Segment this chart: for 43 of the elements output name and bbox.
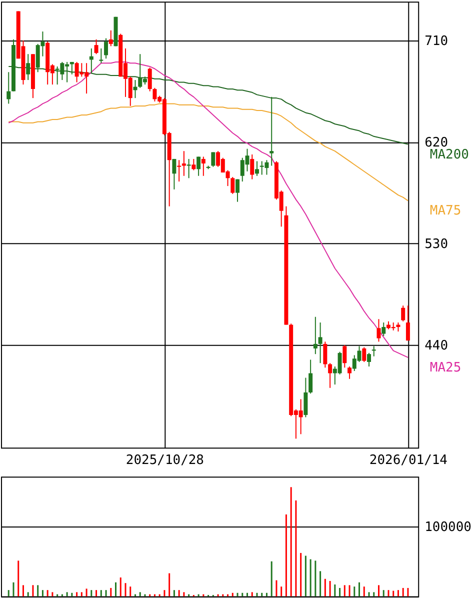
candlestick: [177, 160, 182, 182]
series-label: MA25: [430, 360, 462, 376]
candlestick: [201, 156, 206, 176]
candlestick: [323, 341, 328, 368]
candlestick: [211, 152, 216, 168]
candlestick: [318, 322, 322, 364]
candlestick: [236, 178, 240, 202]
candlestick: [304, 377, 308, 418]
candlestick: [250, 154, 254, 180]
x-tick-label: 2025/10/28: [126, 453, 204, 468]
candlestick: [26, 54, 30, 81]
candlestick: [342, 344, 347, 368]
candlestick: [376, 318, 381, 342]
candlestick: [348, 366, 352, 380]
candlestick: [6, 72, 11, 104]
y-tick-label: 440: [424, 338, 448, 354]
line-series: [8, 103, 408, 202]
y-tick-label: 710: [424, 34, 448, 50]
candlestick: [172, 158, 176, 190]
candlestick: [108, 30, 113, 47]
candlestick: [362, 346, 366, 362]
candlestick: [270, 96, 274, 166]
series-label: MA75: [430, 204, 462, 219]
candlestick: [254, 160, 259, 176]
candlestick: [406, 305, 410, 342]
candlestick: [367, 352, 371, 367]
y-tick-label: 100000: [424, 520, 472, 535]
candlestick: [401, 305, 406, 322]
candlestick: [196, 156, 201, 176]
candlestick: [104, 38, 108, 60]
line-series: [8, 61, 408, 358]
candlestick: [328, 362, 332, 388]
candlestick: [230, 176, 235, 194]
candlestick: [99, 48, 104, 64]
y-tick-label: 530: [424, 237, 448, 252]
candlestick: [192, 158, 196, 171]
candlestick: [148, 67, 152, 92]
candlestick: [94, 38, 98, 55]
candlestick: [308, 359, 313, 394]
candlestick: [382, 322, 386, 337]
candlestick: [313, 316, 318, 355]
x-tick-label: 2026/01/14: [369, 453, 448, 468]
series-label: MA200: [430, 147, 469, 162]
